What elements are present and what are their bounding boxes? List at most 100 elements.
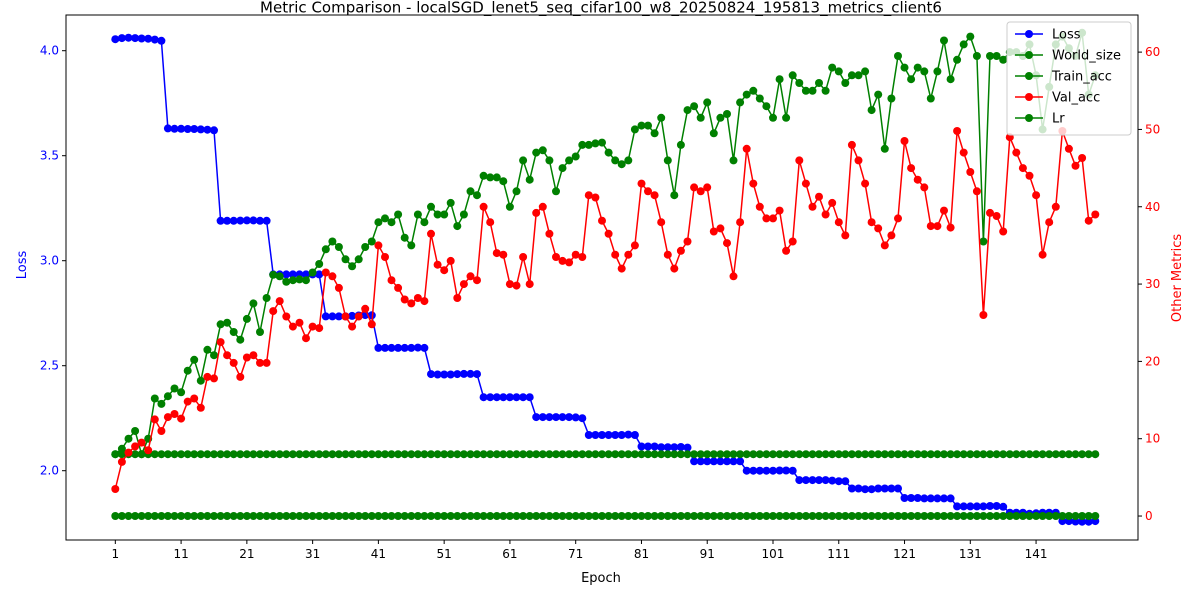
data-point <box>630 450 639 459</box>
data-point <box>407 343 416 352</box>
data-point <box>420 297 429 306</box>
data-point <box>196 376 205 385</box>
data-point <box>716 224 725 233</box>
y-right-tick-label: 20 <box>1145 354 1160 368</box>
data-point <box>210 126 218 135</box>
data-point <box>992 502 1001 510</box>
data-point <box>604 450 613 459</box>
data-point <box>433 450 442 459</box>
data-point <box>111 35 120 44</box>
legend-label: Loss <box>1052 28 1081 43</box>
data-point <box>1064 450 1073 459</box>
data-point <box>742 144 751 153</box>
data-point <box>676 246 685 255</box>
y-right-tick-label: 50 <box>1145 122 1160 136</box>
legend-marker <box>1025 72 1033 80</box>
data-point <box>986 502 994 510</box>
data-point <box>302 512 310 520</box>
data-point <box>880 241 889 250</box>
data-point <box>150 394 159 403</box>
data-point <box>420 450 429 459</box>
data-point <box>703 512 712 520</box>
data-point <box>446 450 455 459</box>
x-tick-label: 51 <box>437 547 452 561</box>
data-point <box>328 450 337 459</box>
data-point <box>367 320 376 329</box>
data-point <box>979 512 988 520</box>
data-point <box>282 277 291 286</box>
data-point <box>611 512 620 520</box>
data-point <box>545 229 554 238</box>
data-point <box>170 384 179 393</box>
y-right-tick-label: 0 <box>1145 509 1153 523</box>
data-point <box>341 512 350 520</box>
data-point <box>288 322 297 331</box>
data-point <box>223 351 232 360</box>
data-point <box>723 450 731 459</box>
data-point <box>150 35 159 44</box>
data-point <box>907 494 916 502</box>
data-point <box>427 229 435 238</box>
data-point <box>519 393 528 402</box>
data-point <box>288 512 297 520</box>
data-point <box>782 466 791 475</box>
data-point <box>795 79 804 87</box>
data-point <box>775 512 784 520</box>
data-point <box>203 512 212 520</box>
data-point <box>354 512 363 520</box>
data-point <box>894 450 902 459</box>
data-point <box>157 512 166 520</box>
data-point <box>723 239 731 248</box>
data-point <box>1025 171 1034 180</box>
data-point <box>650 512 659 520</box>
data-point <box>867 450 876 459</box>
data-point <box>999 227 1008 236</box>
data-point <box>716 457 725 466</box>
data-point <box>696 450 705 459</box>
data-point <box>769 450 777 459</box>
data-point <box>400 450 409 459</box>
data-point <box>413 512 422 520</box>
data-point <box>249 512 258 520</box>
data-point <box>367 450 376 459</box>
data-point <box>558 450 567 459</box>
data-point <box>1038 250 1047 259</box>
data-point <box>505 512 514 520</box>
data-point <box>295 512 304 520</box>
data-point <box>157 450 166 459</box>
data-point <box>1051 512 1060 520</box>
legend-label: Lr <box>1052 112 1065 127</box>
data-point <box>170 450 179 459</box>
x-tick-label: 81 <box>634 547 649 561</box>
data-point <box>545 450 554 459</box>
data-point <box>716 450 725 459</box>
data-point <box>907 450 916 459</box>
data-point <box>453 512 462 520</box>
data-point <box>940 494 948 503</box>
data-point <box>387 512 396 520</box>
legend-box <box>1006 21 1132 136</box>
data-point <box>170 124 179 133</box>
data-point <box>479 202 488 211</box>
data-point <box>1025 512 1034 520</box>
data-point <box>880 450 889 459</box>
data-point <box>670 191 679 200</box>
data-point <box>703 450 712 459</box>
data-point <box>630 241 639 250</box>
data-point <box>262 512 271 520</box>
data-point <box>262 450 271 459</box>
data-point <box>381 214 389 223</box>
data-point <box>946 75 955 84</box>
data-point <box>644 442 652 451</box>
data-point <box>400 343 409 352</box>
data-point <box>308 450 317 459</box>
data-point <box>900 494 909 502</box>
data-point <box>775 75 784 84</box>
data-point <box>216 338 225 347</box>
data-point <box>400 233 409 242</box>
data-point <box>262 216 271 225</box>
series-val_acc <box>111 127 1100 493</box>
data-point <box>348 311 357 320</box>
data-point <box>729 450 738 459</box>
data-point <box>387 450 396 459</box>
